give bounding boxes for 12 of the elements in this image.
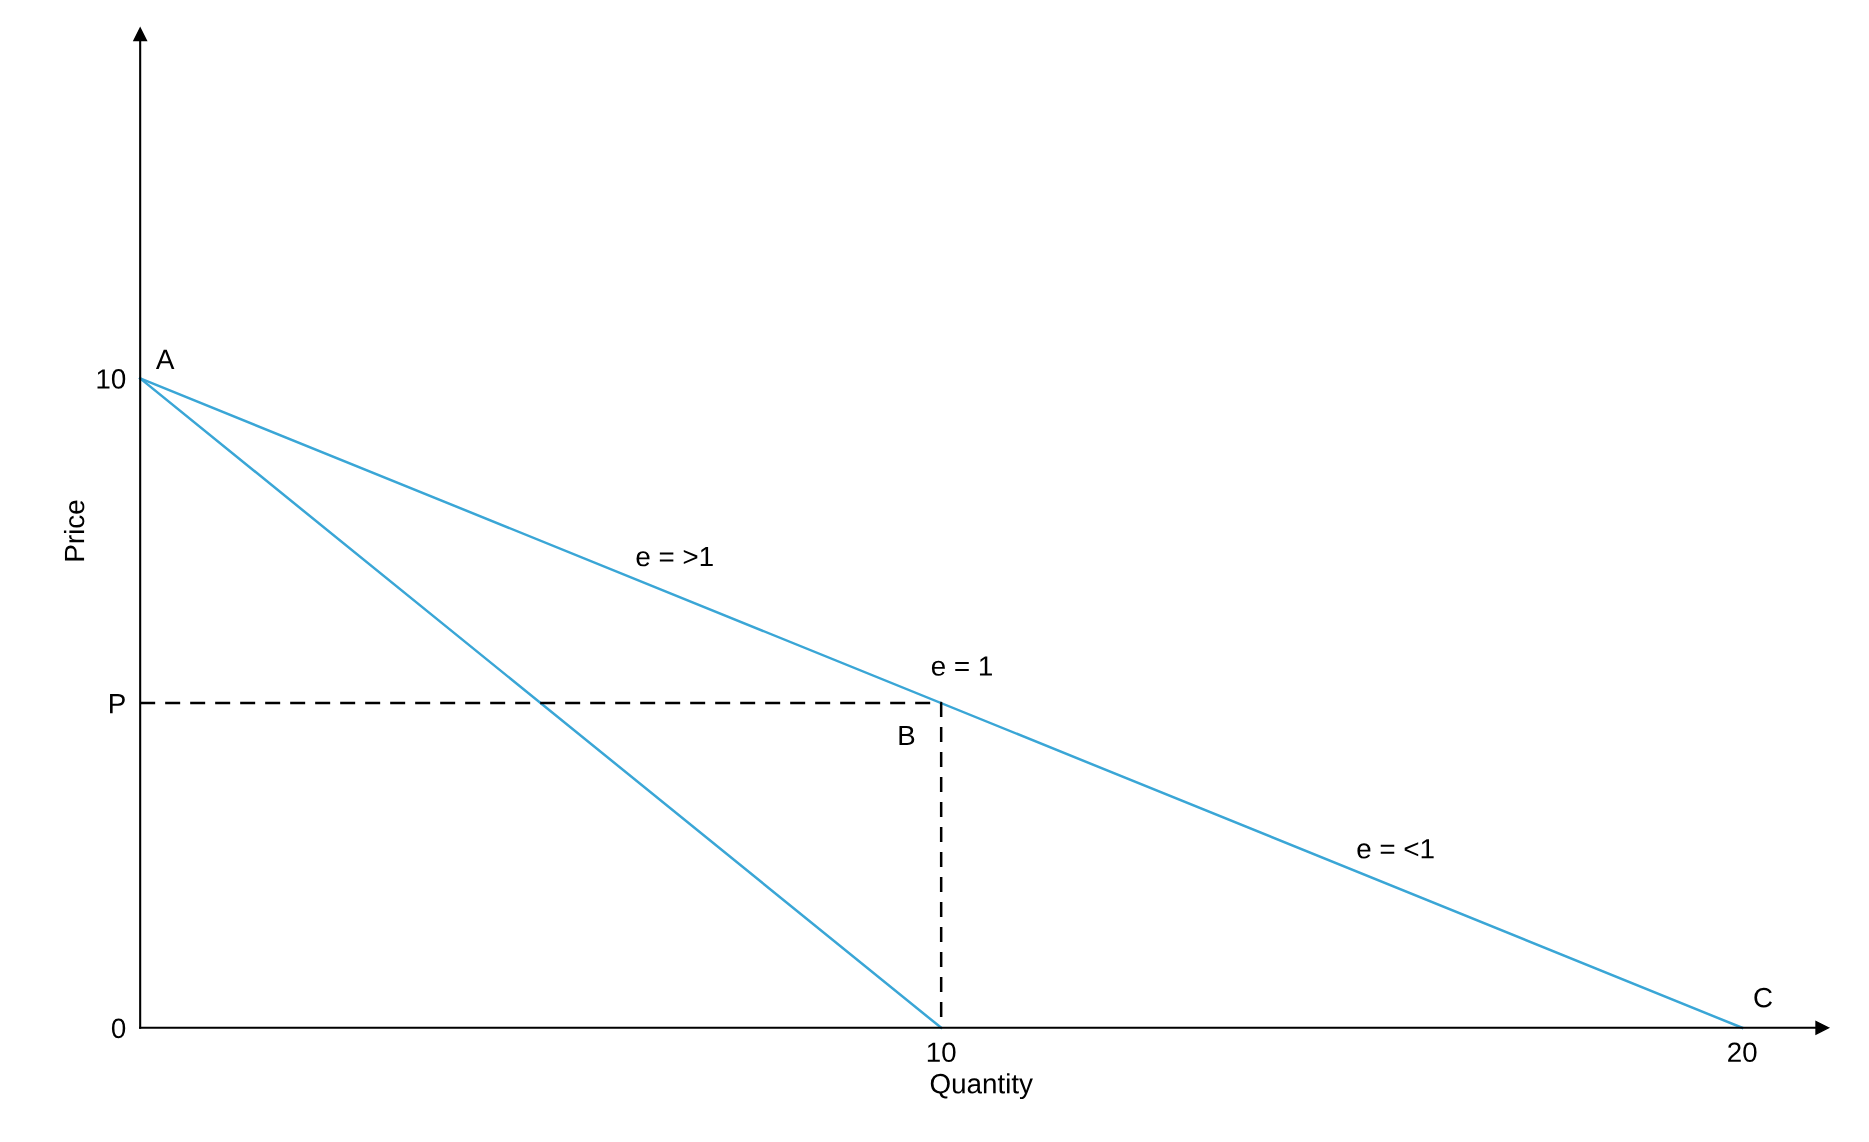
annotation: B — [899, 725, 915, 746]
x-tick-label: 20 — [1728, 1042, 1757, 1063]
y-tick-label: 0 — [111, 1018, 126, 1039]
y-axis-title: Price — [63, 500, 85, 561]
annotation: A — [155, 349, 175, 369]
annotation: C — [1754, 987, 1772, 1008]
annotation: e = 1 — [931, 656, 992, 676]
annotation: e = >1 — [636, 546, 713, 567]
annotation: e = <1 — [1357, 839, 1434, 859]
x-axis-title: Quantity — [930, 1073, 1033, 1100]
y-tick-label: 10 — [97, 369, 126, 389]
y-tick-label: P — [110, 694, 125, 714]
